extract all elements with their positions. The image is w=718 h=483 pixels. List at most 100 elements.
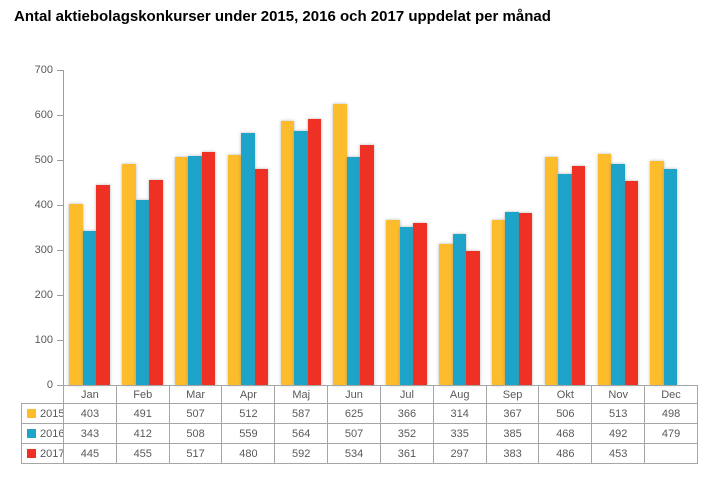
y-axis-label-400: 400: [34, 199, 53, 211]
value-cell-2015-okt: 506: [538, 403, 593, 424]
legend-cell-2016: 2016: [21, 423, 64, 444]
bar-2015-okt: [544, 157, 559, 385]
value-cell-2016-feb: 412: [115, 423, 170, 444]
legend-label-2015: 2015: [40, 407, 64, 420]
bar-2017-feb: [149, 180, 163, 385]
y-axis-label-100: 100: [34, 334, 53, 346]
value-cell-2017-nov: 453: [591, 443, 646, 464]
bar-2015-jun: [333, 103, 347, 385]
bar-2015-sep: [491, 219, 506, 385]
value-cell-2016-dec: 479: [644, 423, 698, 444]
bar-2015-apr: [227, 154, 242, 385]
value-cell-2017-apr: 480: [221, 443, 276, 464]
bar-2017-apr: [254, 169, 269, 385]
value-cell-2015-jan: 403: [63, 403, 117, 424]
value-cell-2015-mar: 507: [168, 403, 223, 424]
month-header-cell-maj: Maj: [274, 385, 329, 404]
y-axis-line: [63, 70, 64, 385]
bar-2017-sep: [518, 212, 533, 385]
table-header-row: Jan Feb Mar Apr Maj Jun Jul Aug Sep Okt Nov Dec: [21, 385, 698, 404]
value-cell-2016-apr: 559: [221, 423, 276, 444]
bar-2016-jul: [399, 226, 414, 385]
bar-2017-aug: [466, 251, 480, 385]
bar-2015-jan: [69, 203, 83, 385]
bar-2017-maj: [307, 118, 321, 385]
month-header-cell-jan: Jan: [63, 385, 117, 404]
y-axis-tick: [57, 340, 63, 341]
legend-label-2016: 2016: [40, 427, 64, 440]
bar-2017-jul: [413, 222, 427, 385]
y-axis-label-600: 600: [34, 109, 53, 121]
value-cell-2017-jan: 445: [63, 443, 117, 464]
value-cell-2017-mar: 517: [168, 443, 223, 464]
bar-2015-jul: [386, 220, 400, 385]
value-cell-2016-jun: 507: [327, 423, 381, 444]
bar-2017-jan: [96, 184, 110, 385]
bar-2015-nov: [597, 154, 611, 385]
table-row-2017: 2017 445 455 517 480 592 534 361 297 383 486 453: [21, 443, 698, 464]
data-table: Jan Feb Mar Apr Maj Jun Jul Aug Sep Okt Nov Dec 2015…: [21, 385, 698, 464]
bar-2015-mar: [174, 156, 189, 385]
y-axis-label-700: 700: [34, 64, 53, 76]
y-axis-tick: [57, 115, 63, 116]
value-cell-2015-apr: 512: [221, 403, 276, 424]
month-header-cell-feb: Feb: [115, 385, 170, 404]
value-cell-2015-jun: 625: [327, 403, 381, 424]
value-cell-2016-okt: 468: [538, 423, 593, 444]
bar-2016-dec: [663, 169, 678, 385]
legend-swatch-2016: [27, 429, 36, 438]
value-cell-2017-feb: 455: [115, 443, 170, 464]
value-cell-2017-dec: [644, 443, 698, 464]
table-row-2015: 2015 403 491 507 512 587 625 366 314 367 506 513 498: [21, 403, 698, 424]
month-header-cell-aug: Aug: [432, 385, 487, 404]
value-cell-2017-jul: 361: [379, 443, 434, 464]
value-cell-2017-aug: 297: [432, 443, 487, 464]
corner-cell: [21, 385, 64, 404]
bar-2015-maj: [280, 120, 294, 385]
value-cell-2015-sep: 367: [485, 403, 540, 424]
plot-area: [63, 69, 697, 385]
value-cell-2016-nov: 492: [591, 423, 646, 444]
y-axis-label-200: 200: [34, 289, 53, 301]
bar-2015-dec: [650, 160, 664, 385]
value-cell-2015-nov: 513: [591, 403, 646, 424]
value-cell-2015-aug: 314: [432, 403, 487, 424]
value-cell-2017-maj: 592: [274, 443, 329, 464]
chart-title: Antal aktiebolagskonkurser under 2015, 2…: [14, 8, 551, 25]
y-axis-tick: [57, 250, 63, 251]
bar-2016-okt: [558, 174, 572, 385]
y-axis-label-500: 500: [34, 154, 53, 166]
y-axis-tick: [57, 295, 63, 296]
value-cell-2016-aug: 335: [432, 423, 487, 444]
month-header-cell-apr: Apr: [221, 385, 276, 404]
bar-2016-apr: [241, 133, 255, 385]
value-cell-2016-jul: 352: [379, 423, 434, 444]
bar-2017-okt: [571, 166, 586, 385]
legend-label-2017: 2017: [40, 447, 64, 460]
month-header-cell-nov: Nov: [591, 385, 646, 404]
bar-2016-mar: [188, 156, 202, 385]
month-header-cell-mar: Mar: [168, 385, 223, 404]
y-axis-label-300: 300: [34, 244, 53, 256]
bar-2016-maj: [294, 131, 308, 385]
value-cell-2017-jun: 534: [327, 443, 381, 464]
legend-swatch-2017: [27, 449, 36, 458]
legend-cell-2017: 2017: [21, 443, 64, 464]
value-cell-2016-sep: 385: [485, 423, 540, 444]
value-cell-2015-dec: 498: [644, 403, 698, 424]
table-row-2016: 2016 343 412 508 559 564 507 352 335 385 468 492 479: [21, 423, 698, 444]
bar-2017-mar: [201, 152, 216, 385]
value-cell-2015-maj: 587: [274, 403, 329, 424]
value-cell-2017-okt: 486: [538, 443, 593, 464]
legend-swatch-2015: [27, 409, 36, 418]
y-axis-tick: [57, 70, 63, 71]
y-axis-tick: [57, 160, 63, 161]
value-cell-2016-mar: 508: [168, 423, 223, 444]
bar-2016-feb: [135, 199, 149, 385]
bar-2015-aug: [439, 243, 453, 385]
value-cell-2017-sep: 383: [485, 443, 540, 464]
y-axis-label-0: 0: [46, 379, 53, 391]
bar-2016-jan: [82, 230, 97, 385]
bar-2016-aug: [452, 234, 466, 385]
value-cell-2015-jul: 366: [379, 403, 434, 424]
